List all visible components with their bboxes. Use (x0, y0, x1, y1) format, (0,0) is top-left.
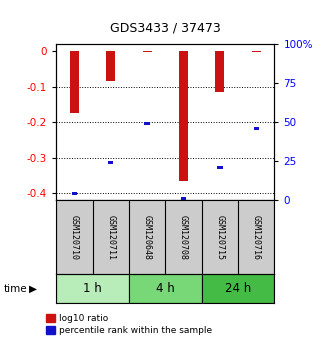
Text: GSM120708: GSM120708 (179, 215, 188, 260)
Bar (72, 192, 77, 195)
Bar (106, 51, 115, 81)
Text: 1 h: 1 h (83, 282, 102, 295)
Text: 24 h: 24 h (225, 282, 251, 295)
Legend: log10 ratio, percentile rank within the sample: log10 ratio, percentile rank within the … (45, 313, 214, 337)
Bar (56, 274, 129, 303)
Bar (143, 51, 152, 52)
Bar (217, 166, 223, 169)
Text: GDS3433 / 37473: GDS3433 / 37473 (110, 22, 221, 35)
Bar (181, 197, 186, 200)
Text: GSM120716: GSM120716 (252, 215, 261, 260)
Bar (129, 274, 202, 303)
Text: 4 h: 4 h (156, 282, 175, 295)
Bar (254, 127, 259, 130)
Bar (179, 51, 188, 181)
Bar (215, 51, 224, 92)
Bar (202, 274, 274, 303)
Text: GSM120715: GSM120715 (215, 215, 224, 260)
Text: ▶: ▶ (29, 284, 37, 293)
Text: time: time (3, 284, 27, 293)
Text: GSM120711: GSM120711 (106, 215, 115, 260)
Bar (70, 51, 79, 113)
Bar (252, 51, 261, 52)
Text: GSM120648: GSM120648 (143, 215, 152, 260)
Bar (108, 161, 113, 164)
Text: GSM120710: GSM120710 (70, 215, 79, 260)
Bar (144, 122, 150, 125)
